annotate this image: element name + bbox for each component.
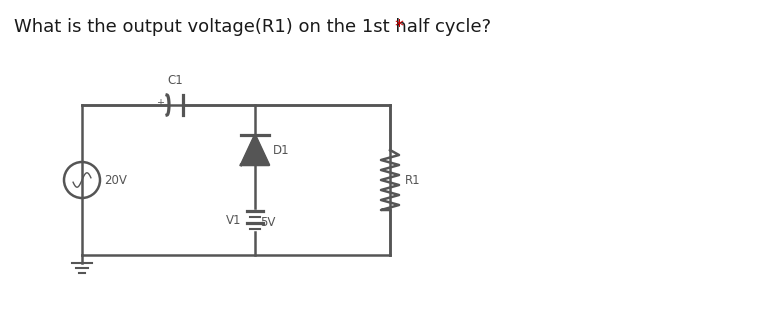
Text: 20V: 20V bbox=[104, 174, 127, 188]
Text: 5V: 5V bbox=[260, 216, 275, 229]
Text: D1: D1 bbox=[273, 143, 290, 156]
Text: R1: R1 bbox=[405, 174, 420, 187]
Text: V1: V1 bbox=[226, 213, 241, 226]
Text: C1: C1 bbox=[167, 74, 183, 87]
Text: +: + bbox=[156, 98, 164, 108]
Text: What is the output voltage(R1) on the 1st half cycle?: What is the output voltage(R1) on the 1s… bbox=[14, 18, 497, 36]
Polygon shape bbox=[241, 135, 269, 165]
Text: *: * bbox=[394, 18, 404, 36]
